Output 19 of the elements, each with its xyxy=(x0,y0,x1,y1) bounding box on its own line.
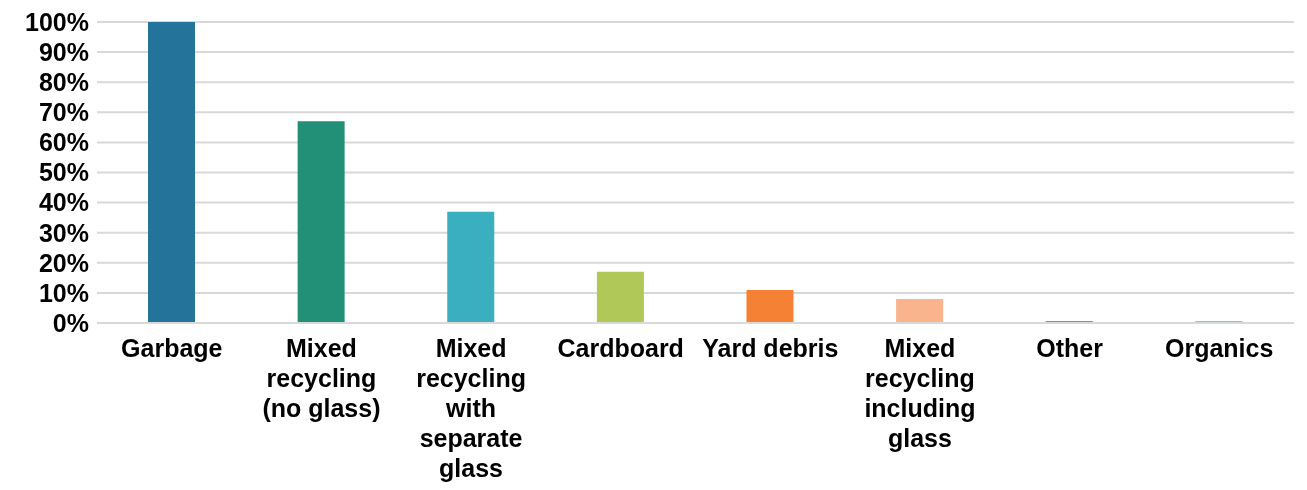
y-tick-label: 80% xyxy=(38,68,89,97)
y-tick-label: 50% xyxy=(38,158,89,187)
x-tick-label: Garbage xyxy=(121,334,223,363)
x-tick-label: Yard debris xyxy=(702,334,839,363)
x-tick-label: Other xyxy=(1036,334,1104,363)
y-tick-label: 40% xyxy=(38,188,89,217)
x-tick-label: Mixed recycling with separate glass xyxy=(416,334,526,483)
y-tick-label: 0% xyxy=(52,308,89,337)
x-tick-label: Cardboard xyxy=(557,334,684,363)
y-tick-label: 90% xyxy=(38,37,89,66)
y-tick-label: 100% xyxy=(25,7,89,36)
y-tick-label: 20% xyxy=(38,248,89,277)
x-tick-label: Mixed recycling (no glass) xyxy=(262,334,381,423)
y-tick-label: 60% xyxy=(38,128,89,157)
y-tick-label: 70% xyxy=(38,98,89,127)
y-tick-label: 30% xyxy=(38,218,89,247)
y-tick-label: 10% xyxy=(38,278,89,307)
x-tick-label: Mixed recycling including glass xyxy=(864,334,976,453)
x-tick-label: Organics xyxy=(1165,334,1274,363)
